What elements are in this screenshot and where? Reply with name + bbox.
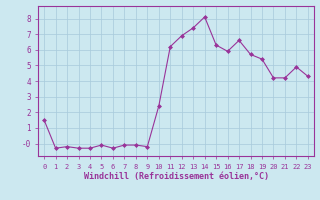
- X-axis label: Windchill (Refroidissement éolien,°C): Windchill (Refroidissement éolien,°C): [84, 172, 268, 181]
